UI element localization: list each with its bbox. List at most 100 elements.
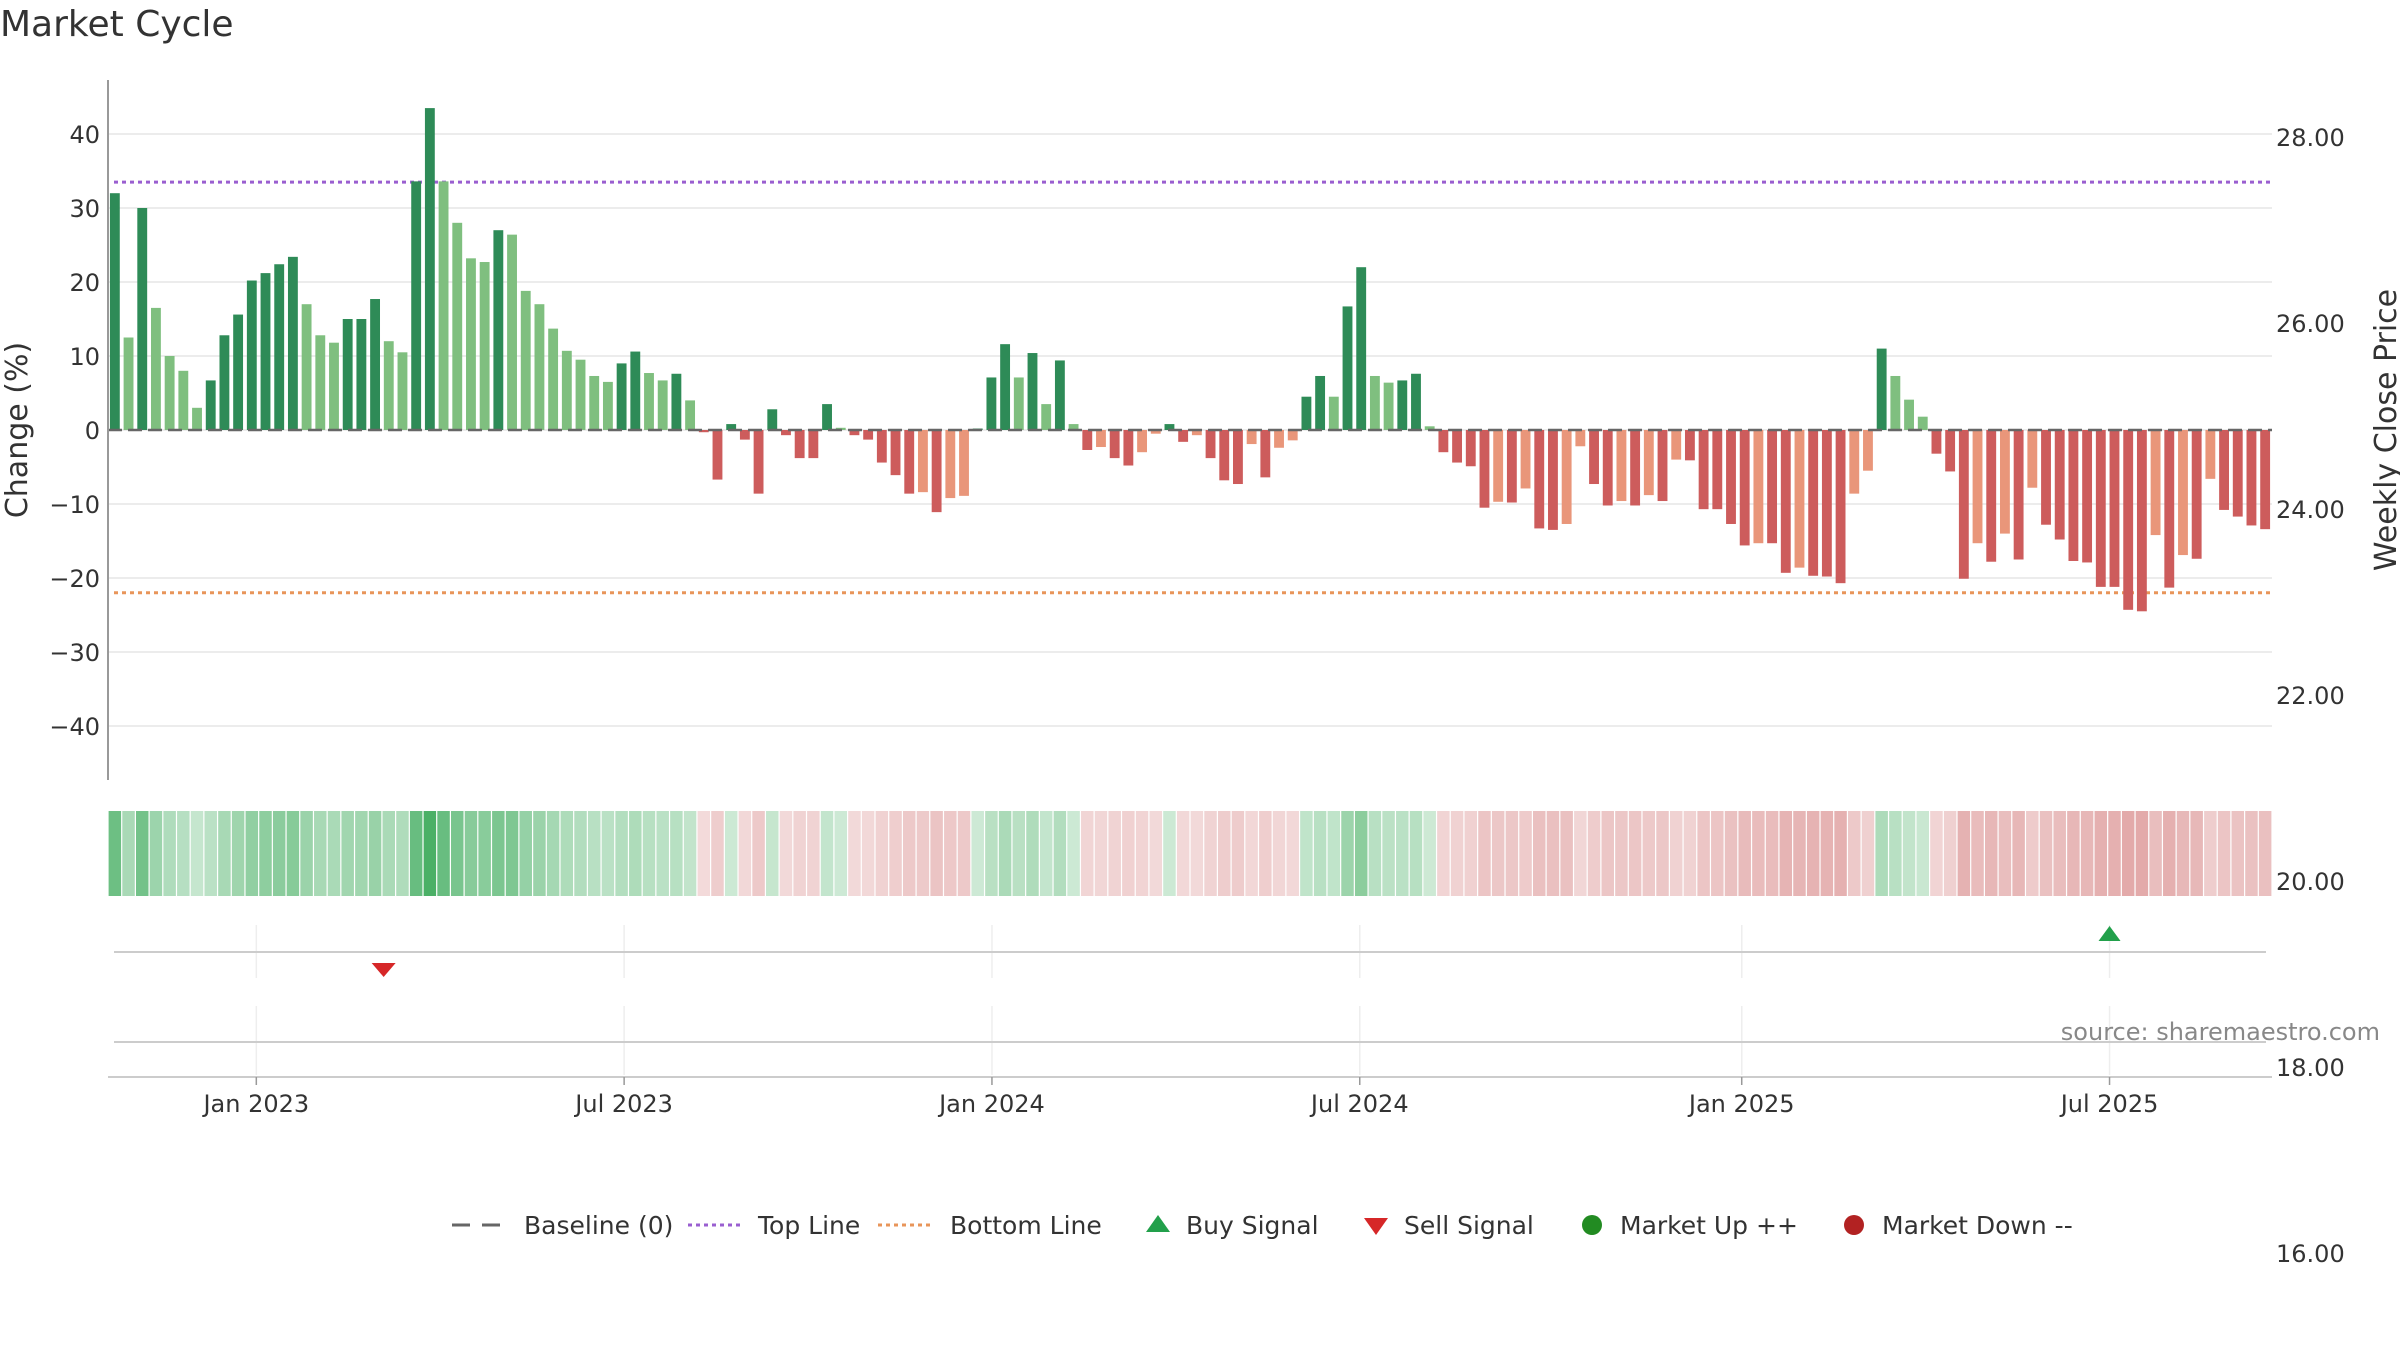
heat-cell [478,811,491,896]
bar [424,108,435,430]
bar [1383,382,1394,430]
legend-label: Baseline (0) [524,1211,673,1240]
bar [1246,430,1257,445]
legend-label: Sell Signal [1404,1211,1534,1240]
x-axis: Jan 2023 Jul 2023 Jan 2024 Jul 2024 Jan 2025… [108,1076,2272,1118]
bar [1219,430,1230,481]
bar [2123,430,2134,610]
bar [1849,430,1860,494]
bar [1150,430,1161,434]
bar [1890,375,1901,430]
bar [959,430,969,496]
bar [671,373,682,430]
heat-cell [1300,811,1313,896]
bar [1479,430,1490,508]
legend-item: Market Down -- [1844,1211,2073,1240]
heat-cell [1204,811,1217,896]
bar [356,319,367,430]
bar [1452,430,1463,463]
bar [1493,430,1504,502]
sell-signal-marker [371,963,396,977]
heat-cell [163,811,176,896]
bar [1424,426,1435,430]
heat-cell [1505,811,1519,896]
bar [301,304,312,430]
bar [1753,430,1764,544]
bar [1520,430,1531,489]
heat-cell [889,811,902,896]
heat-cell [1382,811,1395,896]
heat-cell [1738,811,1751,896]
legend-item: Market Up ++ [1582,1211,1798,1240]
heat-cell [1889,811,1902,896]
red-circle-icon [1844,1215,1864,1235]
heat-cell [1615,811,1628,896]
heat-cell [1628,811,1642,896]
heat-cell [2231,811,2245,896]
heat-cell [1943,811,1957,896]
bar [1506,430,1517,503]
bar [164,356,175,430]
bar [739,430,750,440]
heat-cell [1149,811,1163,896]
heat-cell [1163,811,1176,896]
bar [863,430,874,440]
heat-cell [738,811,752,896]
bar [698,430,709,433]
heat-cell [752,811,765,896]
heat-cell [368,811,382,896]
legend-item: Sell Signal [1364,1211,1534,1240]
bar [1589,430,1599,485]
bar [192,407,202,430]
y-tick-label: −30 [49,639,100,667]
heat-cell [259,811,272,896]
bar [520,290,531,430]
chart-title: Market Cycle [0,4,234,45]
heat-cell [944,811,957,896]
bar [137,208,148,430]
bar [287,256,298,430]
y2-tick-label: 22.00 [2276,682,2345,710]
bar [507,234,517,430]
heat-cell [848,811,861,896]
heat-cell [1437,811,1450,896]
bar [1027,353,1038,430]
y2-axis-title: Weekly Close Price [2369,289,2400,571]
bar [1191,430,1202,436]
heat-cell [1094,811,1108,896]
bar [917,430,928,493]
heat-cell [1560,811,1573,896]
heat-cell [1574,811,1587,896]
heat-cell [2053,811,2066,896]
bar [1356,267,1367,430]
y2-tick-label: 28.00 [2276,124,2345,152]
heat-cell [2067,811,2080,896]
heat-cell [1806,811,1820,896]
heat-cell [272,811,286,896]
heat-cell [971,811,984,896]
bar [808,430,819,459]
bar [1342,306,1353,430]
heat-cell [916,811,930,896]
heat-cell [629,811,642,896]
heat-cell [1533,811,1546,896]
bar [329,342,339,430]
bar [1999,430,2010,534]
heat-cell [1245,811,1258,896]
heat-cell [1861,811,1875,896]
bar [493,230,504,430]
bar [890,430,901,476]
y-axis-title: Change (%) [0,342,35,518]
legend-label: Buy Signal [1186,1211,1319,1240]
bar [2260,430,2271,530]
bar [534,304,545,430]
heat-cell [998,811,1012,896]
bar [2054,430,2065,540]
bar [2095,430,2106,587]
heat-cell [1259,811,1272,896]
legend-item: Buy Signal [1146,1211,1319,1240]
bar [561,350,572,430]
heat-cell [957,811,971,896]
heat-cell [1902,811,1916,896]
